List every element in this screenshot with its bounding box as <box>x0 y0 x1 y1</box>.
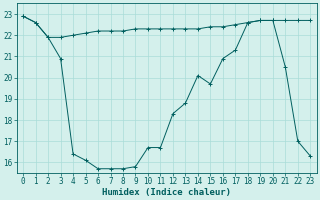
X-axis label: Humidex (Indice chaleur): Humidex (Indice chaleur) <box>102 188 231 197</box>
